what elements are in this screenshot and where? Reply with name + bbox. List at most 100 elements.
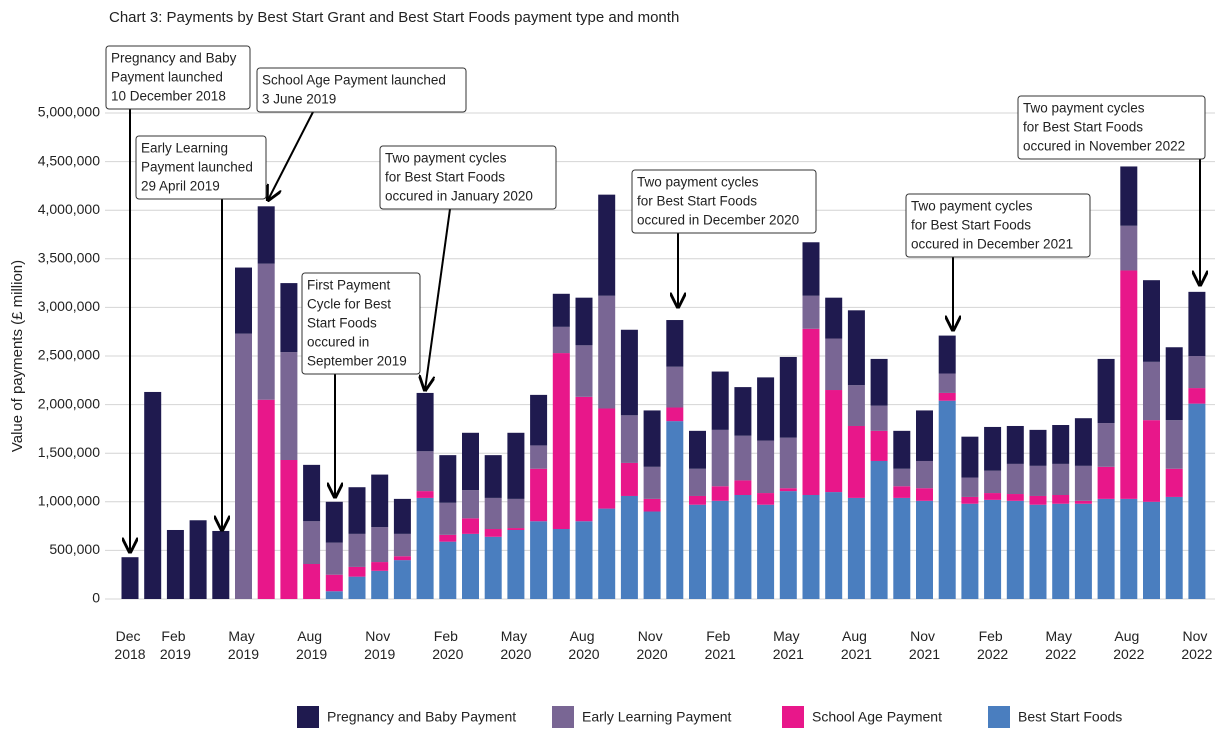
annotation-text: 10 December 2018 (111, 89, 226, 104)
bar-segment (847, 385, 865, 426)
annotation-box (379, 145, 557, 210)
x-tick-label: Aug 2020 (568, 628, 599, 662)
bar-segment (530, 521, 548, 599)
legend-swatch (988, 706, 1010, 728)
annotation-text: 29 April 2019 (141, 179, 220, 194)
bar-segment (144, 391, 162, 599)
bar-segment (1029, 504, 1047, 599)
bar-segment (575, 396, 593, 522)
bar-segment (416, 491, 434, 498)
bar-segment (847, 310, 865, 386)
bar-segment (1143, 280, 1160, 362)
annotation-arrow (425, 208, 451, 390)
bar-segment (1074, 500, 1092, 504)
annotation: Two payment cycles for Best Start Foods oc… (379, 145, 557, 390)
bar-segment (393, 560, 411, 599)
bar-segment (893, 468, 911, 487)
bar-segment (757, 504, 775, 599)
bar-segment (893, 497, 911, 599)
bar-segment (643, 498, 661, 512)
annotation-text: 3 June 2019 (262, 92, 336, 107)
bar-segment (484, 497, 502, 530)
annotation-text: Cycle for Best (307, 297, 391, 312)
annotation-text: September 2019 (307, 354, 407, 369)
bar-segment (643, 511, 661, 599)
annotation-box (301, 272, 421, 375)
bar-segment (802, 242, 820, 296)
bar-segment (416, 392, 434, 452)
bar-segment (1074, 418, 1092, 466)
annotation-box (631, 169, 817, 234)
annotation-text: for Best Start Foods (385, 170, 505, 185)
annotation-box (256, 67, 467, 113)
bar-segment (1188, 291, 1206, 356)
bar-segment (552, 293, 570, 327)
bar-segment (916, 488, 933, 501)
bar-segment (734, 435, 752, 481)
legend-label: Best Start Foods (1018, 709, 1122, 725)
bar-segment (1097, 466, 1115, 499)
annotation-text: Two payment cycles (1023, 101, 1145, 116)
bar-segment (1120, 270, 1138, 499)
x-tick-label: Nov 2019 (364, 628, 395, 662)
bar-segment (257, 206, 275, 264)
annotation-text: occured in (307, 335, 369, 350)
bar-segment (371, 562, 389, 571)
x-tick-label: Feb 2019 (160, 628, 191, 662)
bar-segment (1097, 498, 1115, 599)
bar-segment (893, 486, 911, 498)
y-tick-label: 4,500,000 (38, 152, 100, 168)
bar-segment (734, 480, 752, 495)
bar-segment (462, 490, 479, 519)
bar-segment (825, 297, 843, 339)
bar-segment (779, 491, 797, 599)
annotation-text: occured in January 2020 (385, 189, 533, 204)
bar-segment (1006, 425, 1024, 464)
bar-segment (1188, 388, 1206, 404)
annotation-text: Pregnancy and Baby (111, 51, 237, 66)
y-tick-label: 3,500,000 (38, 250, 100, 266)
bar-segment (507, 529, 525, 599)
bar-segment (484, 455, 502, 498)
annotation-text: School Age Payment launched (262, 73, 446, 88)
bar-segment (689, 468, 706, 496)
bar-segment (916, 410, 933, 461)
bar-segment (711, 500, 729, 599)
bar-segment (666, 320, 684, 367)
legend-swatch (782, 706, 804, 728)
annotation-text: occured in December 2020 (637, 213, 799, 228)
annotation: Pregnancy and Baby Payment launched 10 Dec… (105, 45, 251, 552)
bar-segment (1029, 429, 1047, 466)
bar-segment (552, 326, 570, 354)
y-axis-title: Value of payments (£ million) (9, 260, 26, 452)
bar-segment (870, 430, 888, 461)
bar-segment (598, 408, 616, 509)
y-tick-label: 0 (92, 590, 100, 606)
y-tick-label: 2,500,000 (38, 347, 100, 363)
bar-segment (325, 542, 343, 575)
legend-label: Early Learning Payment (582, 709, 732, 725)
bar-segment (1074, 465, 1092, 501)
bar-segment (325, 501, 343, 543)
bar-segment (961, 436, 979, 478)
bar-segment (666, 366, 684, 408)
bar-segment (416, 497, 434, 599)
bar-segment (439, 541, 457, 599)
bar-segment (1143, 361, 1160, 421)
bar-segment (1052, 494, 1070, 504)
bar-segment (620, 415, 638, 463)
bar-segment (121, 557, 139, 599)
bar-segment (1052, 503, 1070, 599)
bar-segment (1120, 166, 1138, 226)
x-tick-label: Feb 2021 (705, 628, 736, 662)
bar-segment (530, 394, 548, 446)
bar-segment (1097, 423, 1115, 467)
bar-segment (1120, 225, 1138, 271)
bar-segment (1006, 494, 1024, 501)
annotation: School Age Payment launched 3 June 2019 (256, 67, 467, 200)
bar-segment (984, 426, 1002, 471)
bar-segment (984, 493, 1002, 500)
bar-segment (280, 352, 298, 461)
bar-segment (938, 373, 956, 393)
